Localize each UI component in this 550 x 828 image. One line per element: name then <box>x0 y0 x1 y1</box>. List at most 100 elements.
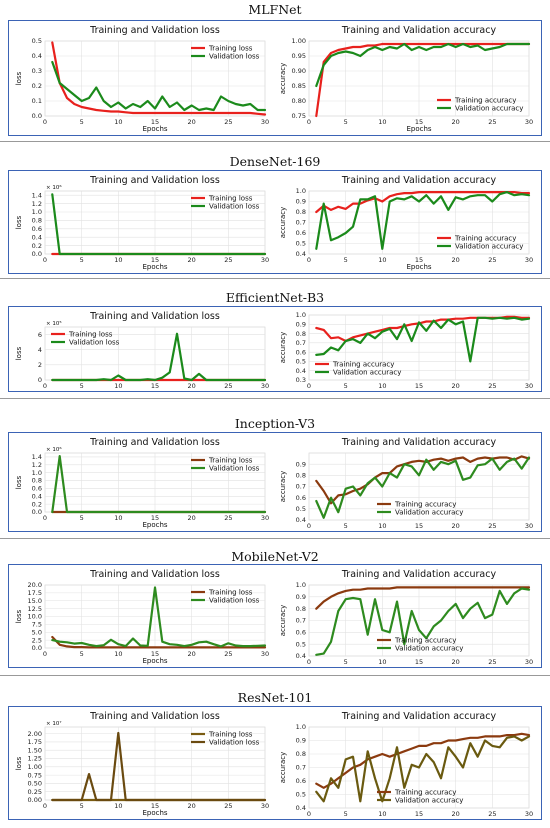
x-tick-label: 20 <box>452 810 460 818</box>
x-tick-label: 5 <box>80 514 84 522</box>
y-tick-label: 0.00 <box>28 796 42 804</box>
y-tick-label: 0.2 <box>32 82 42 90</box>
x-tick-label: 15 <box>415 810 423 818</box>
axis-exponent: × 10⁵ <box>46 320 62 327</box>
y-tick-label: 0.80 <box>292 97 306 105</box>
x-tick-label: 25 <box>488 810 496 818</box>
y-tick-label: 0.5 <box>296 505 306 513</box>
x-axis-label: Epochs <box>142 657 167 665</box>
y-tick-label: 0.9 <box>296 198 306 206</box>
y-tick-label: 0.9 <box>296 320 306 328</box>
chart-title: Training and Validation accuracy <box>341 569 497 580</box>
axis-exponent: × 10⁶ <box>46 184 62 191</box>
y-tick-label: 6 <box>38 331 42 339</box>
x-tick-label: 30 <box>261 382 269 390</box>
chart-3-loss: Training and Validation loss 0.00.20.40.6… <box>15 437 269 529</box>
chart-2-loss: Training and Validation loss 0 2 4 6 0 5 10 15 20… <box>15 311 269 390</box>
legend-label: Validation accuracy <box>455 242 523 250</box>
x-tick-label: 10 <box>114 802 122 810</box>
series-line-validation <box>51 586 267 648</box>
chart-title: Training and Validation loss <box>89 175 220 186</box>
series-line-validation <box>315 316 531 363</box>
x-tick-label: 30 <box>525 256 533 264</box>
series-line-validation <box>315 735 531 803</box>
y-tick-label: 0.7 <box>296 339 306 347</box>
x-tick-label: 20 <box>452 118 460 126</box>
y-tick-label: 1.0 <box>296 187 306 195</box>
y-tick-label: 1.0 <box>296 581 306 589</box>
legend-label: Validation accuracy <box>455 104 523 112</box>
y-tick-label: 0.7 <box>296 617 306 625</box>
x-tick-label: 30 <box>261 650 269 658</box>
y-tick-label: 2 <box>38 361 42 369</box>
y-tick-label: 0.9 <box>296 737 306 745</box>
x-tick-label: 15 <box>151 256 159 264</box>
separator <box>0 538 550 539</box>
y-tick-label: 1.75 <box>28 738 42 746</box>
series-line-validation <box>51 60 267 112</box>
x-tick-label: 25 <box>224 514 232 522</box>
y-tick-label: 0.4 <box>32 52 42 60</box>
y-tick-label: 5.0 <box>32 628 42 636</box>
y-tick-label: 0.25 <box>28 788 42 796</box>
x-tick-label: 15 <box>415 658 423 666</box>
series-line-training <box>315 191 531 214</box>
x-tick-label: 10 <box>378 256 386 264</box>
panel-0: Training and Validation loss 0.0 0.1 0.2 0.3… <box>8 20 542 136</box>
x-tick-label: 30 <box>525 658 533 666</box>
y-tick-label: 2.00 <box>28 730 42 738</box>
legend-label: Training accuracy <box>394 500 456 508</box>
y-tick-label: 1.00 <box>28 763 42 771</box>
y-tick-label: 0.4 <box>296 250 306 258</box>
x-tick-label: 25 <box>488 256 496 264</box>
x-tick-label: 0 <box>43 514 47 522</box>
x-axis-label: Epochs <box>406 125 431 133</box>
series-line-training <box>315 732 531 789</box>
series-line-validation <box>51 455 267 514</box>
x-tick-label: 5 <box>344 256 348 264</box>
panel-2: Training and Validation loss 0 2 4 6 0 5 10 15 20… <box>8 306 542 392</box>
x-tick-label: 0 <box>307 382 311 390</box>
y-tick-label: 0.4 <box>296 516 306 524</box>
y-tick-label: 1.4 <box>32 191 42 199</box>
x-tick-label: 30 <box>525 382 533 390</box>
y-tick-label: 0.8 <box>296 472 306 480</box>
y-tick-label: 0.7 <box>296 483 306 491</box>
series-line-validation <box>315 456 531 519</box>
chart-title: Training and Validation accuracy <box>341 711 497 722</box>
x-tick-label: 0 <box>43 802 47 810</box>
y-axis-label: accuracy <box>279 471 287 503</box>
y-tick-label: 1.2 <box>32 200 42 208</box>
y-tick-label: 0.5 <box>296 358 306 366</box>
y-tick-label: 0.7 <box>296 764 306 772</box>
legend-label: Training loss <box>208 456 253 464</box>
legend-label: Validation accuracy <box>333 368 401 376</box>
x-tick-label: 20 <box>188 256 196 264</box>
x-tick-label: 5 <box>344 522 348 530</box>
x-tick-label: 5 <box>344 810 348 818</box>
x-tick-label: 20 <box>188 382 196 390</box>
y-tick-label: 0.8 <box>296 605 306 613</box>
x-tick-label: 0 <box>43 650 47 658</box>
x-tick-label: 10 <box>114 382 122 390</box>
separator <box>0 278 550 279</box>
y-tick-label: 0.75 <box>292 112 306 120</box>
x-tick-label: 5 <box>344 118 348 126</box>
y-tick-label: 0.4 <box>296 367 306 375</box>
y-tick-label: 0.4 <box>32 492 42 500</box>
separator <box>0 675 550 676</box>
legend-label: Validation loss <box>209 738 260 746</box>
x-axis-label: Epochs <box>406 263 431 271</box>
x-tick-label: 15 <box>415 382 423 390</box>
x-axis-label: Epochs <box>142 809 167 817</box>
y-axis-label: loss <box>15 71 23 85</box>
y-tick-label: 0.8 <box>296 750 306 758</box>
legend-label: Training accuracy <box>332 360 394 368</box>
x-tick-label: 25 <box>224 802 232 810</box>
y-tick-label: 1.25 <box>28 755 42 763</box>
model-title-3: Inception-V3 <box>234 416 316 431</box>
x-tick-label: 10 <box>378 382 386 390</box>
